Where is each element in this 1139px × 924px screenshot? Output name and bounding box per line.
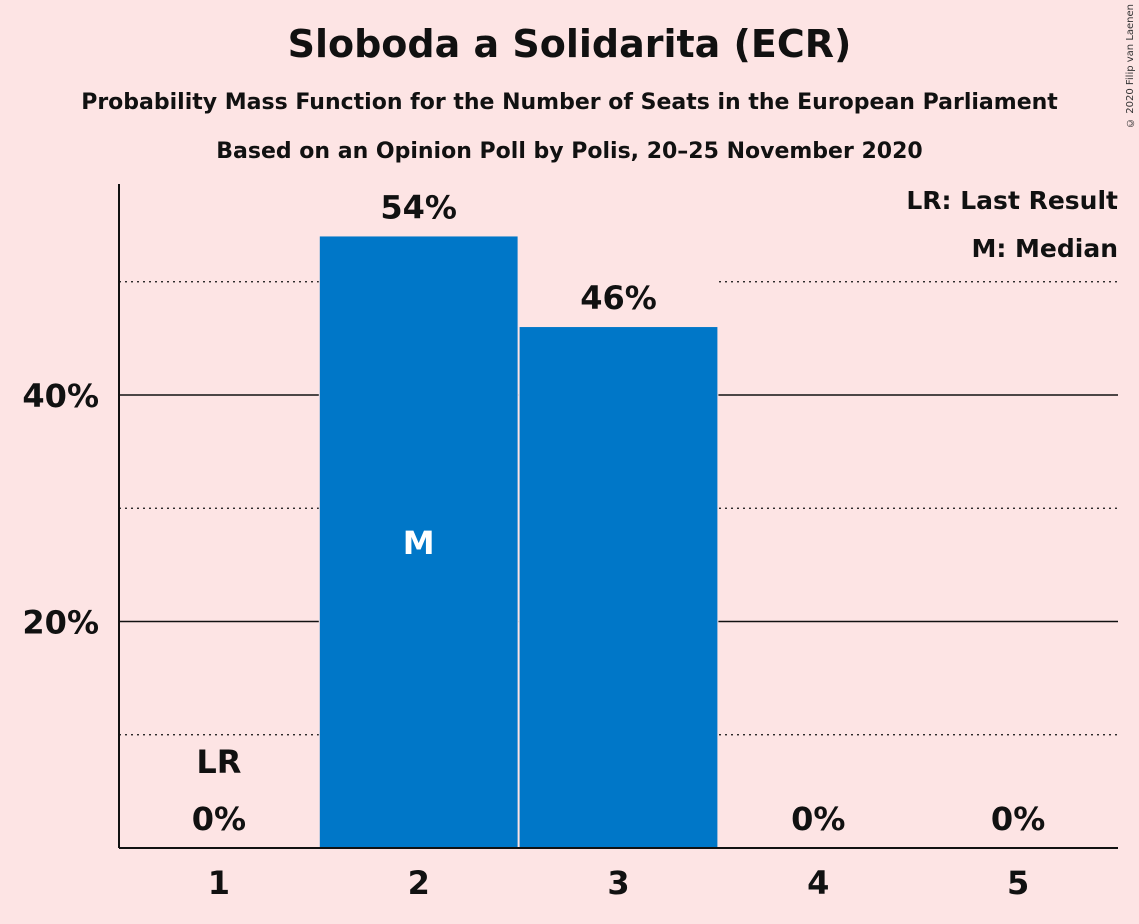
value-label: 0% <box>192 800 246 838</box>
bars <box>318 191 719 848</box>
x-tick-label: 4 <box>807 864 829 902</box>
bar-2 <box>319 236 518 848</box>
value-label: 0% <box>991 800 1045 838</box>
x-tick-label: 3 <box>607 864 629 902</box>
bar-3 <box>519 327 718 848</box>
x-tick-label: 2 <box>408 864 430 902</box>
chart-subtitle: Probability Mass Function for the Number… <box>81 90 1058 115</box>
median-marker: M <box>403 524 435 562</box>
y-tick-label: 40% <box>22 377 99 415</box>
value-label: 54% <box>380 188 457 226</box>
chart-subtitle-source: Based on an Opinion Poll by Polis, 20–25… <box>216 139 923 164</box>
legend: LR: Last Result M: Median <box>906 186 1118 263</box>
chart-title: Sloboda a Solidarita (ECR) <box>287 22 852 66</box>
y-tick-label: 20% <box>22 604 99 642</box>
legend-entry: LR: Last Result <box>906 186 1118 215</box>
value-label: 0% <box>791 800 845 838</box>
last-result-marker: LR <box>196 743 241 781</box>
legend-entry: M: Median <box>971 234 1118 263</box>
value-label: 46% <box>580 279 657 317</box>
x-tick-label: 1 <box>208 864 230 902</box>
x-tick-label: 5 <box>1007 864 1029 902</box>
